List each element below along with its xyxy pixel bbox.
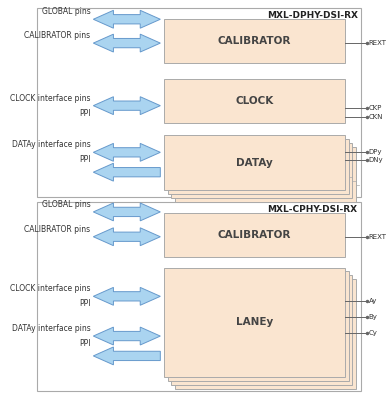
Text: CKN: CKN: [369, 114, 383, 120]
Text: PPI: PPI: [79, 155, 90, 164]
Text: PPI: PPI: [79, 299, 90, 308]
Text: CALIBRATOR pins: CALIBRATOR pins: [25, 31, 90, 40]
Text: DPy: DPy: [369, 149, 382, 155]
Polygon shape: [93, 97, 160, 114]
Text: GLOBAL pins: GLOBAL pins: [42, 200, 90, 209]
Text: CALIBRATOR pins: CALIBRATOR pins: [25, 225, 90, 234]
Bar: [175, 280, 356, 389]
Text: By: By: [369, 314, 378, 320]
Bar: [171, 143, 352, 198]
Text: PPI: PPI: [79, 109, 90, 118]
Polygon shape: [93, 143, 160, 161]
Bar: [37, 8, 361, 197]
Text: LANEy: LANEy: [236, 317, 273, 327]
Text: PPI: PPI: [79, 339, 90, 348]
Bar: [164, 79, 345, 122]
Text: MXL-DPHY-DSI-RX: MXL-DPHY-DSI-RX: [267, 11, 358, 20]
Polygon shape: [93, 163, 160, 181]
Text: Ay: Ay: [369, 298, 377, 304]
Bar: [171, 276, 352, 385]
Bar: [168, 140, 349, 194]
Text: CALIBRATOR: CALIBRATOR: [218, 230, 291, 240]
Text: GLOBAL pins: GLOBAL pins: [42, 7, 90, 16]
Polygon shape: [93, 10, 160, 28]
Text: CLOCK: CLOCK: [235, 96, 274, 106]
Text: MXL-CPHY-DSI-RX: MXL-CPHY-DSI-RX: [268, 205, 358, 214]
Bar: [164, 213, 345, 257]
Text: DATAy interface pins: DATAy interface pins: [12, 324, 90, 333]
Bar: [175, 147, 356, 202]
Bar: [164, 19, 345, 63]
Polygon shape: [93, 347, 160, 365]
Bar: [164, 136, 345, 190]
Text: REXT: REXT: [369, 234, 386, 240]
Text: CALIBRATOR: CALIBRATOR: [218, 36, 291, 46]
Polygon shape: [93, 203, 160, 221]
Bar: [168, 272, 349, 381]
Text: DNy: DNy: [369, 157, 383, 163]
Text: CKP: CKP: [369, 105, 382, 111]
Bar: [37, 202, 361, 391]
Text: Cy: Cy: [369, 330, 378, 336]
Text: CLOCK interface pins: CLOCK interface pins: [10, 94, 90, 103]
Text: CLOCK interface pins: CLOCK interface pins: [10, 284, 90, 293]
Polygon shape: [93, 34, 160, 52]
Polygon shape: [93, 287, 160, 305]
Text: DATAy interface pins: DATAy interface pins: [12, 140, 90, 149]
Polygon shape: [93, 228, 160, 246]
Text: DATAy: DATAy: [236, 158, 273, 168]
Polygon shape: [93, 327, 160, 345]
Text: REXT: REXT: [369, 40, 386, 46]
Bar: [164, 268, 345, 377]
